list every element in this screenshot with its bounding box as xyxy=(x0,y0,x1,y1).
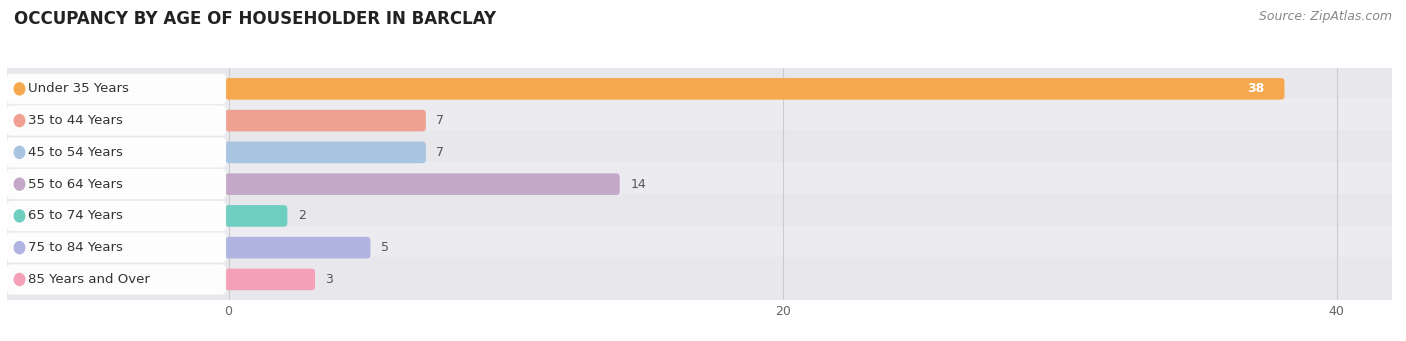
Text: 14: 14 xyxy=(630,178,645,191)
FancyBboxPatch shape xyxy=(1,66,1398,111)
Text: OCCUPANCY BY AGE OF HOUSEHOLDER IN BARCLAY: OCCUPANCY BY AGE OF HOUSEHOLDER IN BARCL… xyxy=(14,10,496,28)
FancyBboxPatch shape xyxy=(7,74,226,104)
Circle shape xyxy=(14,115,25,127)
Text: Source: ZipAtlas.com: Source: ZipAtlas.com xyxy=(1258,10,1392,23)
FancyBboxPatch shape xyxy=(1,98,1398,143)
Text: Under 35 Years: Under 35 Years xyxy=(28,82,129,95)
Text: 55 to 64 Years: 55 to 64 Years xyxy=(28,178,122,191)
FancyBboxPatch shape xyxy=(225,173,620,195)
Text: 5: 5 xyxy=(381,241,389,254)
FancyBboxPatch shape xyxy=(7,105,226,136)
Text: 7: 7 xyxy=(436,146,444,159)
FancyBboxPatch shape xyxy=(225,110,426,131)
FancyBboxPatch shape xyxy=(225,142,426,163)
Text: 7: 7 xyxy=(436,114,444,127)
FancyBboxPatch shape xyxy=(225,269,315,290)
Circle shape xyxy=(14,146,25,159)
FancyBboxPatch shape xyxy=(1,225,1398,270)
FancyBboxPatch shape xyxy=(7,201,226,231)
Text: 35 to 44 Years: 35 to 44 Years xyxy=(28,114,122,127)
Circle shape xyxy=(14,273,25,285)
FancyBboxPatch shape xyxy=(1,162,1398,206)
Text: 38: 38 xyxy=(1247,82,1264,95)
Text: 75 to 84 Years: 75 to 84 Years xyxy=(28,241,122,254)
FancyBboxPatch shape xyxy=(7,264,226,295)
FancyBboxPatch shape xyxy=(7,233,226,263)
Text: 45 to 54 Years: 45 to 54 Years xyxy=(28,146,122,159)
Circle shape xyxy=(14,83,25,95)
FancyBboxPatch shape xyxy=(225,78,1285,100)
FancyBboxPatch shape xyxy=(1,130,1398,175)
Circle shape xyxy=(14,210,25,222)
Circle shape xyxy=(14,178,25,190)
Text: 2: 2 xyxy=(298,209,305,222)
Circle shape xyxy=(14,242,25,254)
FancyBboxPatch shape xyxy=(1,257,1398,302)
FancyBboxPatch shape xyxy=(1,194,1398,238)
FancyBboxPatch shape xyxy=(225,237,370,258)
Text: 85 Years and Over: 85 Years and Over xyxy=(28,273,149,286)
Text: 65 to 74 Years: 65 to 74 Years xyxy=(28,209,122,222)
FancyBboxPatch shape xyxy=(7,137,226,167)
FancyBboxPatch shape xyxy=(225,205,287,227)
FancyBboxPatch shape xyxy=(7,169,226,199)
Text: 3: 3 xyxy=(326,273,333,286)
